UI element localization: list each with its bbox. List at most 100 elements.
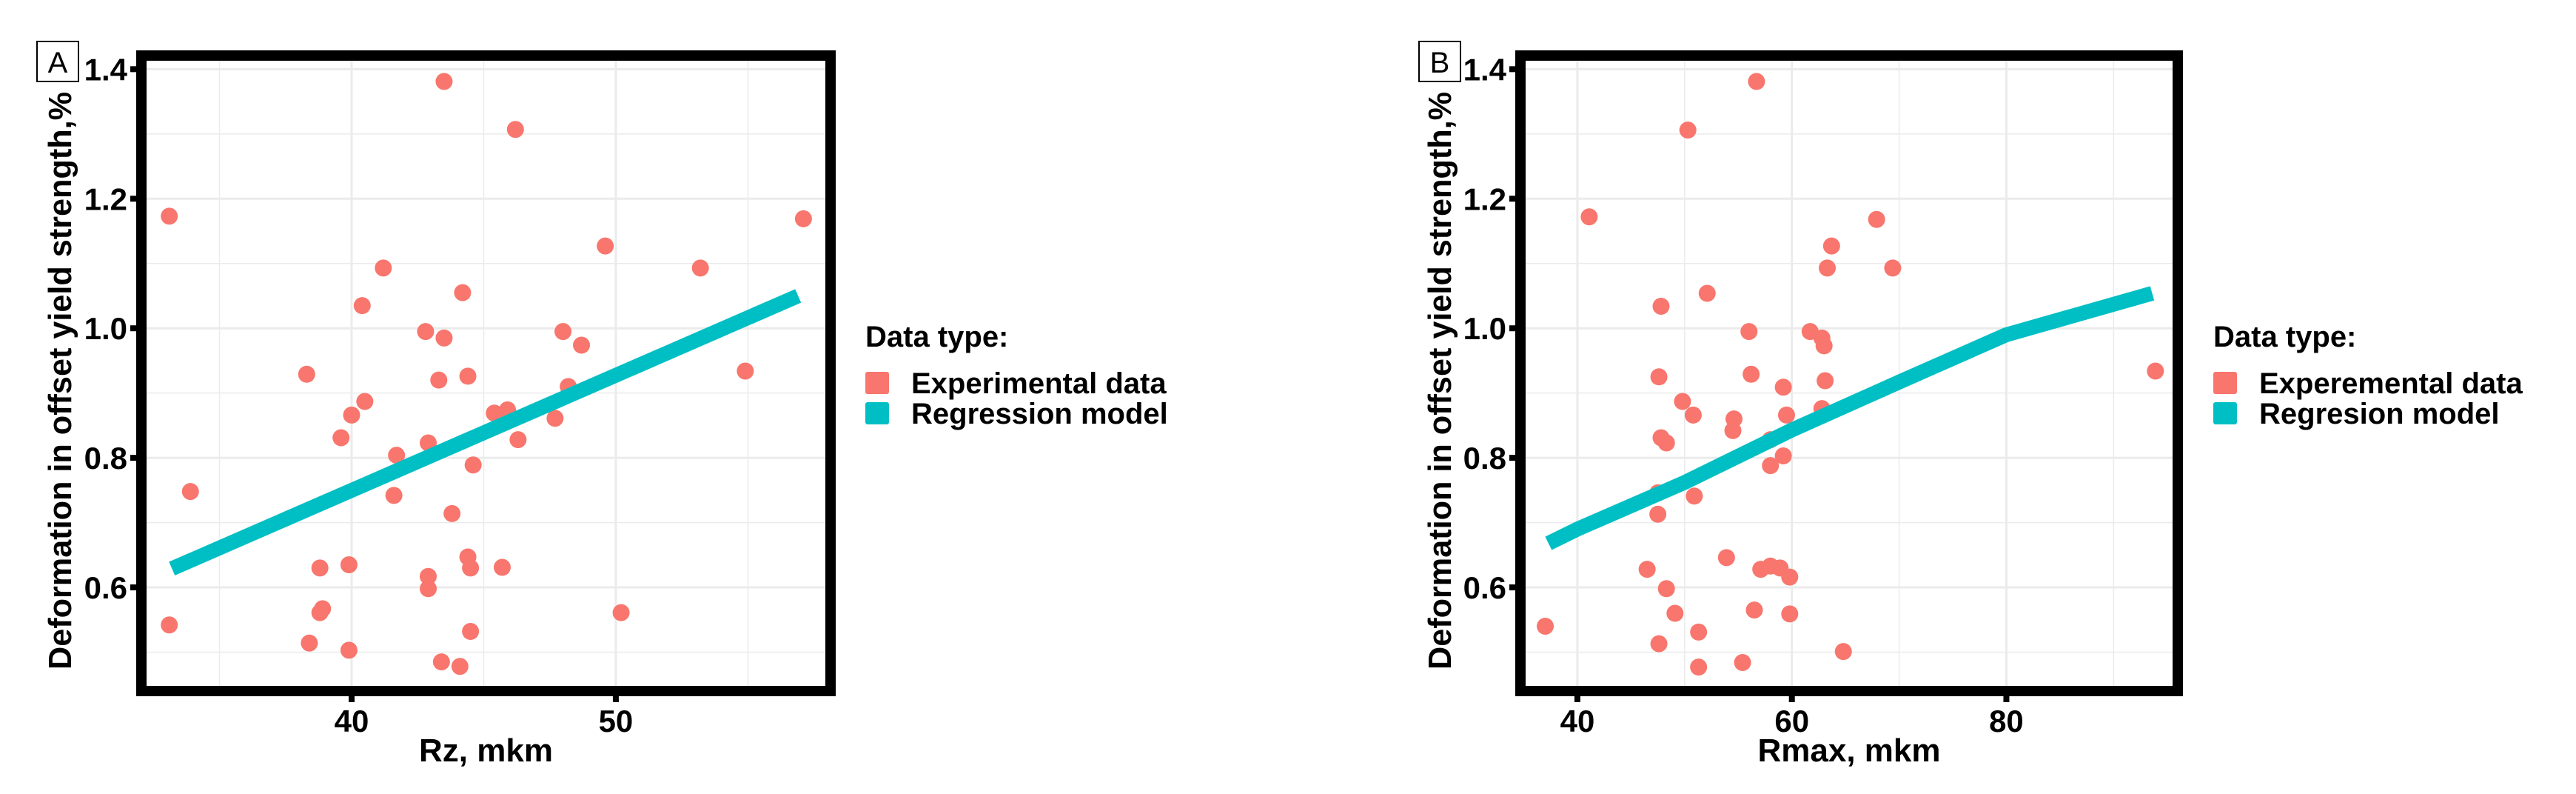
data-point	[1834, 643, 1852, 661]
y-tick-label: 0.6	[84, 570, 127, 605]
data-point	[1679, 121, 1697, 139]
y-tick-label: 1.4	[84, 52, 128, 87]
data-point	[432, 653, 450, 671]
data-point	[420, 580, 437, 598]
data-point	[1745, 601, 1763, 619]
data-point	[332, 429, 350, 447]
panel-label: B	[1430, 47, 1450, 79]
data-point	[1884, 259, 1902, 277]
data-point	[1774, 378, 1792, 396]
data-point	[343, 406, 360, 424]
data-point	[1684, 406, 1702, 424]
data-point	[1868, 210, 1885, 228]
legend-title: Data type:	[2213, 321, 2356, 353]
legend-line-swatch	[2213, 402, 2237, 424]
data-point	[1580, 208, 1598, 226]
data-point	[1777, 406, 1795, 424]
data-point	[1717, 549, 1735, 567]
x-tick-label: 60	[1774, 704, 1809, 738]
data-point	[554, 323, 572, 341]
data-point	[612, 604, 630, 621]
data-point	[161, 207, 178, 225]
regression-line	[1545, 286, 2155, 550]
x-tick-label: 50	[599, 704, 634, 738]
data-point	[1649, 505, 1667, 523]
data-point	[340, 641, 358, 659]
panel-label-box	[1418, 41, 1461, 82]
data-point	[420, 567, 437, 585]
data-point	[435, 329, 453, 347]
data-point	[509, 431, 527, 449]
data-point	[311, 559, 329, 577]
data-point	[301, 634, 318, 652]
data-point	[1657, 580, 1675, 598]
data-point	[794, 210, 812, 227]
data-point	[493, 558, 511, 576]
data-point	[1650, 368, 1668, 386]
data-point	[1781, 605, 1799, 623]
legend-point-swatch	[865, 372, 889, 394]
data-point	[546, 410, 564, 427]
x-axis-title: Rmax, mkm	[1757, 733, 1940, 769]
data-point	[1815, 337, 1833, 355]
data-point	[417, 323, 435, 341]
experimental-points	[161, 73, 812, 675]
panel-label-box	[36, 41, 79, 82]
y-tick-label: 0.6	[1463, 570, 1506, 605]
data-point	[385, 487, 403, 504]
data-point	[1650, 635, 1668, 653]
y-axis-title: Deformation in offset yield strength,%	[42, 92, 78, 670]
data-point	[1686, 487, 1703, 505]
x-tick-label: 40	[1560, 704, 1595, 738]
x-tick-label: 80	[1989, 704, 2024, 738]
data-point	[1781, 568, 1799, 586]
data-point	[451, 658, 469, 675]
data-point	[464, 456, 482, 474]
data-point	[1748, 73, 1765, 90]
regression-line	[169, 289, 802, 576]
data-point	[597, 237, 614, 255]
legend-point-swatch	[2213, 372, 2237, 394]
data-point	[1724, 421, 1742, 439]
data-point	[311, 604, 329, 621]
data-point	[1819, 259, 1837, 277]
data-point	[340, 556, 358, 573]
data-point	[2147, 362, 2164, 380]
data-point	[454, 284, 472, 301]
experimental-points	[1537, 73, 2164, 676]
data-point	[1690, 623, 1708, 641]
legend-title: Data type:	[865, 321, 1008, 353]
data-point	[1822, 237, 1840, 255]
data-point	[1674, 393, 1691, 410]
data-point	[1652, 297, 1670, 315]
panel-a: 40 50 0.6 0.8 1.0 1.2 1.4 Rz, mkm Deformation in…	[36, 41, 1168, 769]
data-point	[691, 259, 709, 277]
data-point	[1537, 618, 1554, 635]
panel-b: 40 60 80 0.6 0.8 1.0 1.2 1.4 Rmax, mkm Deformatio…	[1418, 41, 2523, 769]
x-axis-title: Rz, mkm	[419, 733, 553, 769]
legend-item-label: Experemental data	[2259, 367, 2523, 400]
data-point	[462, 559, 480, 577]
data-point	[1817, 372, 1834, 390]
y-tick-label: 1.0	[1463, 311, 1506, 346]
legend-item-label: Regression model	[911, 398, 1168, 430]
data-point	[506, 121, 524, 139]
data-point	[462, 623, 480, 641]
data-point	[181, 483, 199, 501]
data-point	[573, 336, 591, 354]
data-point	[1734, 654, 1751, 672]
data-point	[1657, 434, 1675, 452]
data-point	[1698, 284, 1716, 302]
data-point	[356, 393, 374, 410]
data-point	[486, 404, 503, 422]
data-point	[298, 365, 315, 383]
gridlines	[147, 61, 825, 686]
plot-frame	[136, 50, 836, 696]
data-point	[1740, 323, 1758, 341]
data-point	[430, 371, 448, 389]
data-point	[1774, 447, 1792, 465]
data-point	[1743, 365, 1760, 383]
data-point	[435, 73, 453, 90]
